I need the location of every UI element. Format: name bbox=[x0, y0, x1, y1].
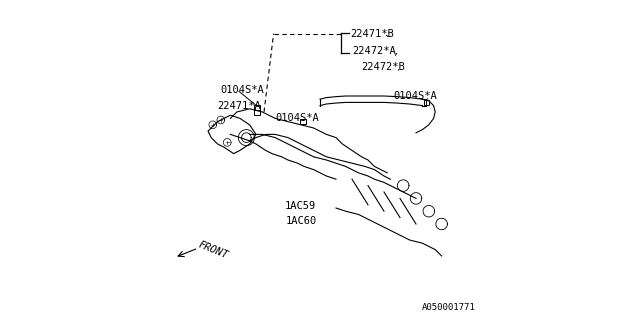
Text: 0104S*A: 0104S*A bbox=[275, 113, 319, 124]
Text: FRONT: FRONT bbox=[197, 239, 230, 260]
Text: A050001771: A050001771 bbox=[422, 303, 475, 312]
Text: 1AC59: 1AC59 bbox=[285, 201, 316, 212]
Text: 1AC60: 1AC60 bbox=[285, 216, 317, 226]
Bar bbox=[254, 110, 260, 115]
Bar bbox=[424, 100, 429, 105]
Text: 22471*A: 22471*A bbox=[217, 100, 260, 111]
Bar bbox=[254, 105, 260, 110]
Bar bbox=[301, 119, 306, 124]
Text: 22471*B: 22471*B bbox=[351, 28, 394, 39]
Text: 22472*A: 22472*A bbox=[352, 46, 396, 56]
Text: 22472*B: 22472*B bbox=[362, 62, 405, 72]
Text: 0104S*A: 0104S*A bbox=[394, 91, 437, 101]
Text: 0104S*A: 0104S*A bbox=[221, 84, 264, 95]
